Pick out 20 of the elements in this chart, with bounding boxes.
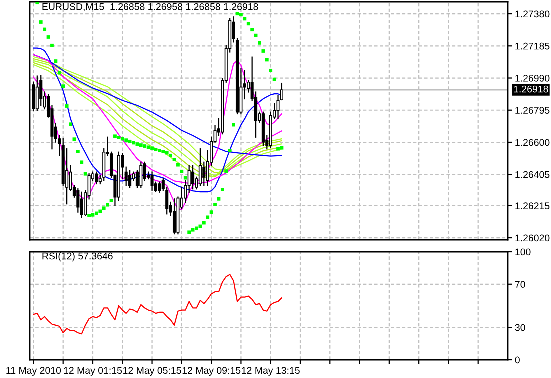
x-tick-label: 12 May 13:15 xyxy=(242,367,300,376)
chart-title: RSI(12) 57.3646 xyxy=(42,252,113,262)
x-tick-label: 12 May 05:15 xyxy=(124,367,182,376)
y-tick-label: 1.26795 xyxy=(516,107,550,114)
y-tick-label: 1.26600 xyxy=(516,139,550,146)
y-tick-label: 30 xyxy=(515,324,526,332)
y-tick-label: 1.27380 xyxy=(516,10,550,18)
ref-line-label: 1.26918 xyxy=(514,86,548,93)
y-tick-label: 1.27185 xyxy=(516,42,550,50)
x-tick-label: 12 May 01:15 xyxy=(64,367,122,376)
y-tick-label: 1.26020 xyxy=(516,234,550,242)
y-tick-label: 70 xyxy=(515,281,526,288)
y-tick-label: 1.26990 xyxy=(516,74,550,82)
y-tick-label: 1.26405 xyxy=(516,171,550,178)
y-tick-label: 100 xyxy=(516,248,531,256)
y-tick-label: 1.26215 xyxy=(516,202,550,210)
x-tick-label: 12 May 09:15 xyxy=(182,367,241,376)
chart-title: EURUSD,M15 1.26858 1.26958 1.26858 1.26918 xyxy=(42,3,258,12)
x-tick-label: 11 May 2010 xyxy=(6,367,62,376)
y-tick-label: 0 xyxy=(515,356,520,364)
